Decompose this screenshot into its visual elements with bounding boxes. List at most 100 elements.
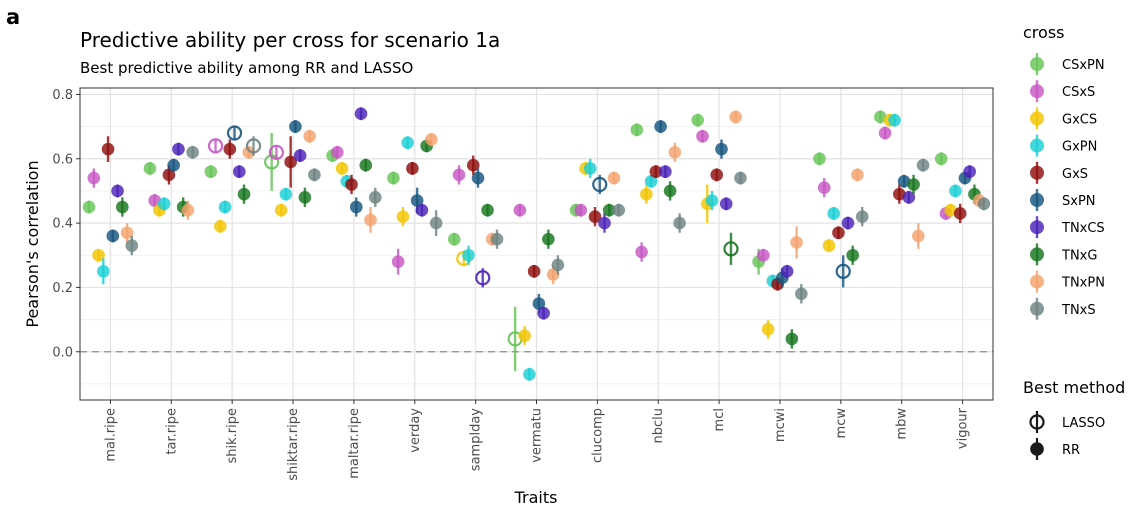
legend-item-CSxS: CSxS — [1030, 80, 1095, 103]
data-point-rr — [953, 207, 967, 220]
data-point-rr — [513, 203, 527, 217]
data-point-rr — [902, 191, 916, 204]
data-point-lasso — [226, 125, 243, 141]
data-point-rr — [101, 142, 115, 156]
legend-key-dot — [1030, 111, 1044, 126]
data-point-rr — [401, 136, 414, 149]
data-point-rr — [546, 268, 560, 281]
y-tick-label: 0.8 — [52, 88, 73, 103]
legend-label: LASSO — [1062, 416, 1105, 431]
data-point-rr — [186, 146, 199, 159]
legend-item-TNxS: TNxS — [1030, 297, 1096, 320]
data-point-rr — [916, 158, 930, 172]
data-point-rr — [518, 329, 531, 342]
y-tick-label: 0.2 — [52, 281, 73, 296]
x-tick-label: verday — [408, 408, 423, 453]
y-tick-label: 0.0 — [52, 345, 73, 360]
data-point-rr — [912, 229, 925, 243]
data-point-rr — [223, 142, 237, 156]
x-tick-label: maltar.ripe — [347, 408, 362, 479]
data-point-lasso — [835, 263, 851, 279]
data-point-rr — [293, 149, 307, 162]
data-point-rr — [607, 171, 621, 185]
data-point-rr — [172, 142, 185, 156]
data-point-rr — [157, 197, 171, 211]
series-CSxS — [87, 126, 953, 275]
data-point-rr — [527, 265, 541, 278]
x-tick-label: samplday — [469, 408, 484, 471]
data-point-rr — [279, 187, 293, 201]
data-point-rr — [602, 203, 616, 217]
x-tick-label: tar.ripe — [164, 408, 179, 455]
legend-item-CSxPN: CSxPN — [1030, 53, 1105, 75]
data-point-rr — [143, 162, 157, 175]
data-point-rr — [387, 171, 400, 185]
data-point-rr — [213, 220, 227, 233]
data-point-rr — [795, 287, 808, 301]
axes: 0.0 0.2 0.4 0.6 0.8 mal.ripe tar.ripe shik.ripe… — [52, 88, 970, 481]
data-point-rr — [284, 155, 297, 169]
legend-item-GxPN: GxPN — [1030, 134, 1097, 157]
data-point-lasso — [207, 138, 224, 154]
series-TNxCS — [111, 107, 976, 320]
data-point-rr — [780, 265, 794, 278]
x-tick-label: vigour — [956, 407, 971, 449]
x-tick-label: clucomp — [590, 408, 605, 463]
data-point-rr — [710, 168, 724, 182]
data-point-rr — [893, 187, 906, 201]
data-point-rr — [92, 248, 105, 262]
x-tick-label: mbw — [895, 408, 910, 440]
data-point-rr — [218, 200, 232, 214]
legend-label: CSxPN — [1062, 58, 1105, 73]
data-point-rr — [635, 245, 648, 259]
legend-key-dot — [1030, 274, 1044, 289]
data-point-rr — [583, 162, 597, 175]
legend-label: GxS — [1062, 167, 1088, 182]
legend-label: TNxPN — [1061, 276, 1105, 291]
data-point-rr — [705, 194, 719, 207]
legend-item-TNxCS: TNxCS — [1030, 216, 1105, 239]
data-point-rr — [851, 168, 864, 182]
data-point-rr — [349, 200, 363, 214]
data-point-rr — [907, 178, 920, 191]
data-point-rr — [897, 174, 911, 188]
y-tick-label: 0.4 — [52, 217, 73, 232]
data-point-rr — [846, 248, 860, 262]
x-tick-label: shik.ripe — [225, 408, 240, 464]
data-point-rr — [97, 265, 110, 278]
data-point-rr — [120, 226, 134, 240]
data-point-rr — [162, 168, 176, 182]
data-point-rr — [888, 113, 901, 127]
legend-key-open-circle — [1029, 414, 1045, 430]
y-axis-label: Pearson's correlation — [23, 160, 42, 327]
legend-item-GxCS: GxCS — [1030, 107, 1097, 130]
data-point-rr — [396, 210, 410, 223]
legend-label: GxPN — [1062, 140, 1097, 155]
data-point-rr — [934, 152, 948, 166]
data-point-rr — [148, 194, 161, 207]
data-point-rr — [425, 133, 438, 146]
data-point-rr — [977, 197, 991, 211]
legend-label: CSxS — [1062, 85, 1095, 100]
data-point-rr — [345, 178, 358, 191]
legend-label: TNxCS — [1061, 221, 1105, 236]
data-point-rr — [490, 232, 504, 246]
legend-item-TNxPN: TNxPN — [1030, 270, 1105, 293]
data-point-rr — [523, 367, 536, 381]
data-point-rr — [832, 226, 845, 240]
data-point-rr — [673, 216, 686, 230]
data-point-rr — [298, 191, 312, 204]
data-point-rr — [944, 203, 957, 217]
data-point-rr — [330, 146, 344, 159]
legend-item-LASSO: LASSO — [1029, 411, 1105, 433]
data-point-rr — [274, 203, 288, 217]
data-point-rr — [242, 146, 256, 159]
data-point-rr — [874, 110, 887, 124]
data-point-rr — [87, 171, 101, 185]
x-tick-label: mcl — [712, 408, 727, 431]
legend-label: TNxG — [1061, 248, 1097, 263]
series-TNxS — [125, 136, 991, 304]
data-point-rr — [663, 184, 677, 198]
